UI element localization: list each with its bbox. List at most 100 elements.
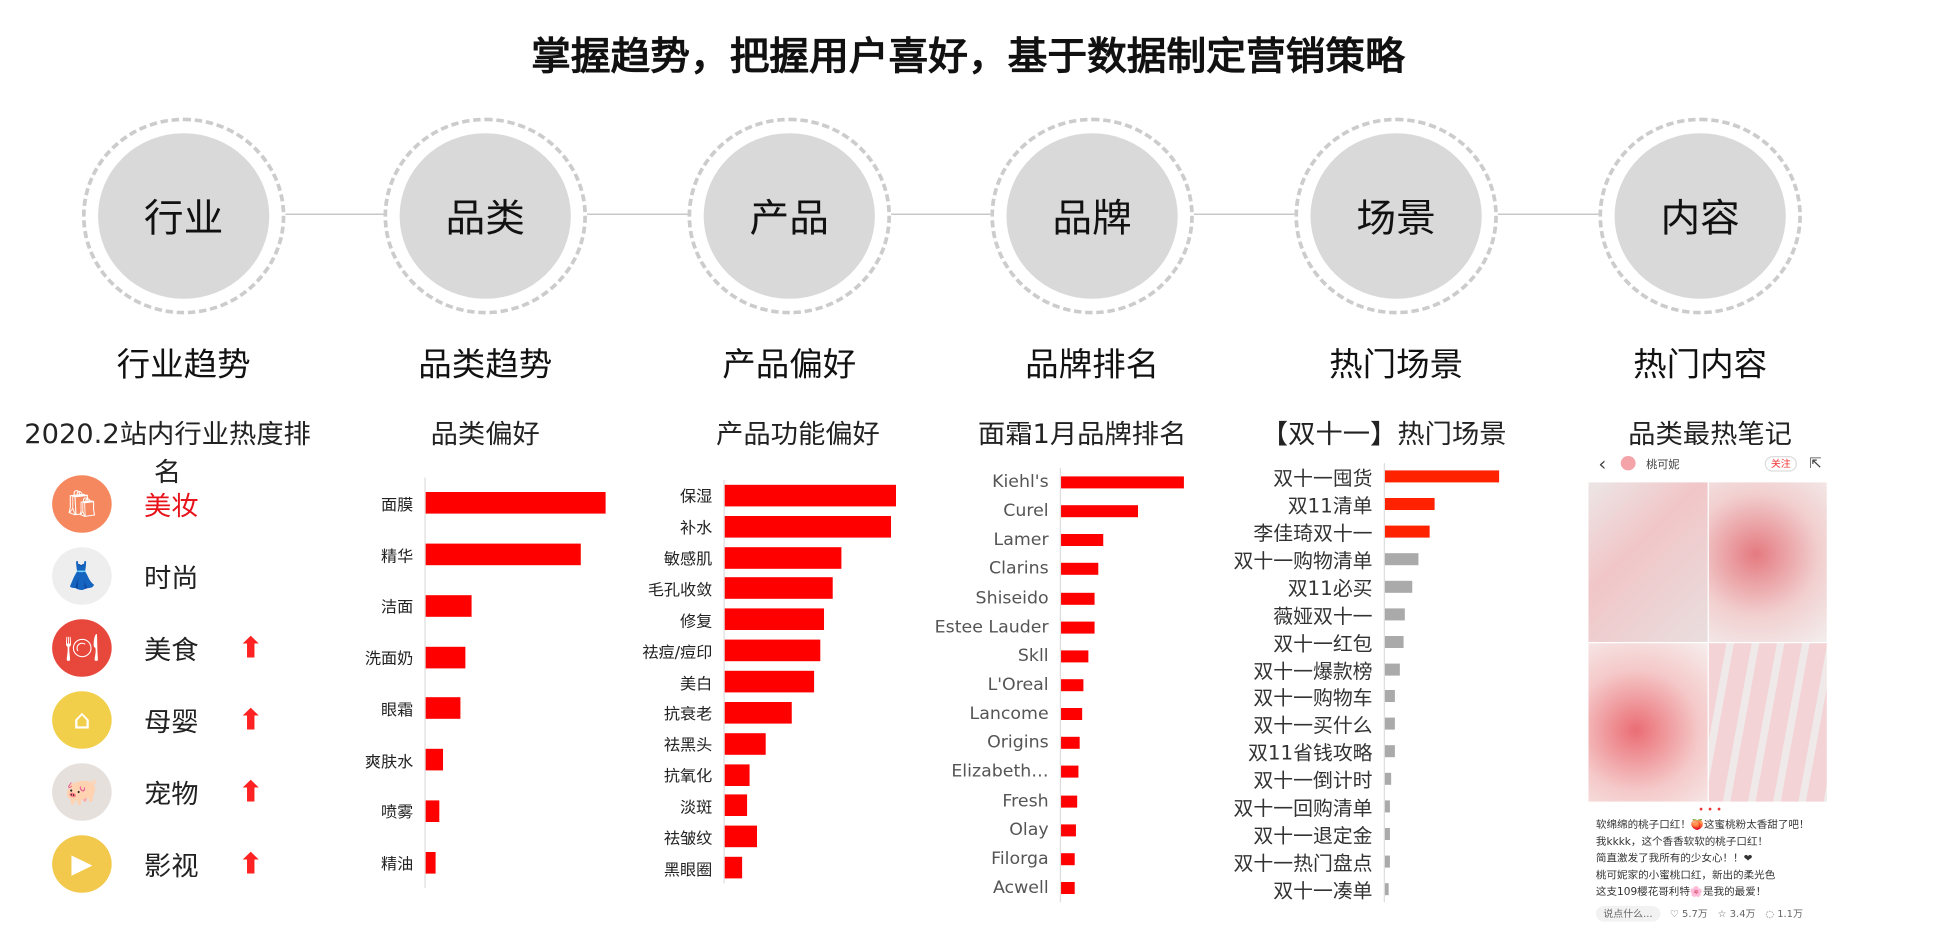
bar-row: 双十一退定金 bbox=[1253, 823, 1390, 847]
plate-icon: 🍽 bbox=[52, 619, 112, 677]
bar-row: 双11清单 bbox=[1288, 494, 1435, 518]
like-button[interactable]: ♡ 5.7万 bbox=[1670, 907, 1708, 920]
bar-label: 补水 bbox=[680, 519, 713, 538]
industry-item[interactable]: ▶ 影视 ⬆ bbox=[52, 834, 263, 894]
bar-label: 精华 bbox=[380, 547, 414, 566]
bar-row: Kiehl's bbox=[992, 472, 1184, 494]
swatch-photo bbox=[1708, 482, 1827, 642]
bar bbox=[724, 732, 766, 755]
bar-label: Kiehl's bbox=[992, 472, 1049, 493]
bar-label: 薇娅双十一 bbox=[1273, 604, 1373, 628]
bar bbox=[1384, 608, 1405, 621]
bar-row: Curel bbox=[1003, 501, 1138, 523]
bar-label: L'Oreal bbox=[987, 675, 1049, 695]
bar-label: Shiseido bbox=[975, 588, 1049, 608]
note-line: 我kkkk，这个香香软软的桃子口红！ bbox=[1595, 836, 1769, 849]
bar-row: 双十一购物清单 bbox=[1234, 548, 1419, 572]
bar bbox=[425, 697, 461, 720]
bar bbox=[724, 701, 792, 724]
comment-input[interactable]: 说点什么... bbox=[1595, 906, 1661, 922]
bar-label: 淡斑 bbox=[680, 799, 713, 818]
step-circle-label: 场景 bbox=[1310, 133, 1482, 299]
bar-row: 精华 bbox=[381, 543, 581, 566]
bar bbox=[1384, 580, 1413, 593]
connector-line bbox=[285, 213, 384, 215]
industry-item[interactable]: 👗 时尚 bbox=[52, 546, 218, 606]
back-icon[interactable]: ‹ bbox=[1598, 451, 1607, 475]
bar-label: Elizabeth… bbox=[951, 762, 1049, 782]
hot-note-card: ‹ 桃可妮 关注 ⇱ • • • 软绵绵的桃子口红！🍑这蜜桃粉太香甜了吧！ 我kk… bbox=[1588, 451, 1832, 922]
bar-label: 双十一购物清单 bbox=[1233, 549, 1373, 573]
bar-label: 双十一红包 bbox=[1273, 632, 1373, 655]
bar bbox=[1384, 525, 1430, 538]
bar-row: Filorga bbox=[991, 848, 1075, 870]
bar-row: 补水 bbox=[680, 515, 892, 538]
bar-label: Filorga bbox=[991, 849, 1049, 869]
section-subtitle: 品类最热笔记 bbox=[1628, 420, 1793, 451]
bar bbox=[1384, 690, 1395, 703]
industry-item[interactable]: 🐖 宠物 ⬆ bbox=[52, 762, 263, 822]
industry-item[interactable]: ⌂ 母婴 ⬆ bbox=[52, 690, 263, 750]
bar-label: 双十一凑单 bbox=[1273, 879, 1373, 902]
bar bbox=[1384, 553, 1419, 566]
chart-axis bbox=[1059, 468, 1062, 903]
bar bbox=[1384, 855, 1390, 868]
connector-line bbox=[891, 213, 991, 215]
bar bbox=[724, 670, 815, 693]
note-footer: 说点什么... ♡ 5.7万 ☆ 3.4万 ◌ 1.1万 bbox=[1588, 904, 1831, 924]
bar-label: 双十一囤货 bbox=[1273, 467, 1373, 491]
bar-row: 眼霜 bbox=[381, 697, 461, 720]
bar bbox=[724, 577, 833, 600]
step-label: 产品偏好 bbox=[722, 346, 857, 384]
bar bbox=[1384, 498, 1435, 511]
rising-arrow-icon: ⬆ bbox=[238, 847, 264, 881]
bar-label: 保湿 bbox=[680, 488, 713, 507]
lipstick-box-photo bbox=[1588, 482, 1707, 642]
bar-row: Acwell bbox=[993, 877, 1075, 899]
bar-label: 祛黑头 bbox=[663, 737, 713, 756]
comment-button[interactable]: ◌ 1.1万 bbox=[1765, 907, 1803, 920]
industry-item[interactable]: 🍽 美食 ⬆ bbox=[52, 618, 263, 678]
bar-label: Skll bbox=[1017, 646, 1049, 666]
bar bbox=[1061, 881, 1075, 894]
follow-button[interactable]: 关注 bbox=[1764, 455, 1797, 472]
step-label: 品牌排名 bbox=[1025, 346, 1160, 384]
bar bbox=[1061, 621, 1095, 634]
bar-label: 双十一热门盘点 bbox=[1233, 851, 1373, 875]
note-line: 软绵绵的桃子口红！🍑这蜜桃粉太香甜了吧！ bbox=[1595, 819, 1810, 832]
step-circle-label: 内容 bbox=[1614, 133, 1786, 299]
bar bbox=[425, 800, 440, 822]
bar-label: Lamer bbox=[993, 530, 1049, 550]
bar-label: 精油 bbox=[380, 855, 414, 874]
bar bbox=[1384, 772, 1392, 785]
step-label: 热门内容 bbox=[1633, 346, 1768, 384]
section-subtitle: 2020.2站内行业热度排名 bbox=[24, 420, 311, 489]
bar-label: 毛孔收敛 bbox=[647, 581, 713, 600]
bar-row: 抗衰老 bbox=[664, 701, 792, 724]
bar-row: 敏感肌 bbox=[664, 546, 842, 569]
bar bbox=[425, 543, 581, 566]
chart-axis bbox=[424, 477, 426, 889]
industry-item[interactable]: 🛍 美妆 bbox=[52, 474, 218, 534]
bar bbox=[1061, 534, 1104, 547]
bar-row: 洁面 bbox=[381, 595, 472, 617]
bar-label: 黑眼圈 bbox=[663, 861, 713, 880]
comment-icon: ◌ bbox=[1765, 908, 1775, 920]
bar-label: Estee Lauder bbox=[934, 617, 1049, 637]
star-button[interactable]: ☆ 3.4万 bbox=[1718, 907, 1756, 920]
share-icon[interactable]: ⇱ bbox=[1809, 454, 1822, 472]
bar-label: 面膜 bbox=[380, 496, 414, 515]
bar-label: 抗衰老 bbox=[663, 706, 713, 725]
bar-row: Estee Lauder bbox=[935, 616, 1095, 638]
step-label: 品类趋势 bbox=[418, 346, 553, 384]
lipsticks-photo bbox=[1708, 642, 1827, 802]
step-circle-label: 行业 bbox=[98, 133, 270, 299]
note-image[interactable] bbox=[1588, 482, 1827, 802]
bar bbox=[1384, 882, 1389, 895]
bar bbox=[425, 748, 444, 771]
bar bbox=[724, 608, 825, 631]
bar-label: 双十一倒计时 bbox=[1253, 769, 1373, 793]
note-line: 桃可妮家的小蜜桃口红，新出的柔光色 bbox=[1595, 870, 1776, 883]
bar-row: 祛痘/痘印 bbox=[642, 639, 821, 662]
